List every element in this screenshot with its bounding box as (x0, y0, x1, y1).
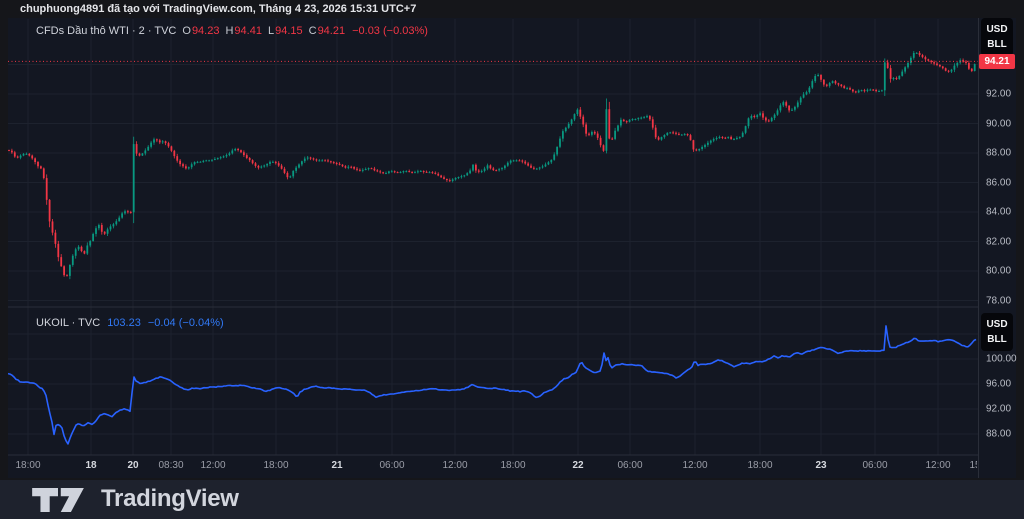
time-tick: 06:00 (617, 460, 643, 471)
time-tick-day: 22 (572, 460, 584, 471)
time-tick: 15:30 (969, 460, 977, 471)
legend-part: CFDs Dầu thô WTI · 2 · TVC (36, 25, 177, 37)
attribution-text: chuphuong4891 đã tạo với TradingView.com… (20, 3, 417, 15)
price-tick-label: 82.00 (986, 236, 1012, 247)
price-tick-label: 90.00 (986, 118, 1012, 129)
legend-part: 94.15 (275, 25, 303, 37)
time-tick-day: 23 (815, 460, 827, 471)
last-price-badge: 94.21 (979, 54, 1015, 69)
time-tick: 12:00 (925, 460, 951, 471)
time-tick-day: 20 (127, 460, 139, 471)
legend-part: C (308, 25, 317, 37)
time-tick: 12:00 (682, 460, 708, 471)
ukoil-legend: UKOIL · TVC 103.23 −0.04 (−0.04%) (36, 317, 224, 329)
legend-part: O (182, 25, 191, 37)
unit-label: BLL (987, 39, 1007, 50)
price-chart-svg[interactable] (8, 18, 978, 478)
time-tick: 18:00 (500, 460, 526, 471)
legend-part: UKOIL · TVC (36, 317, 101, 329)
price-tick-label: 86.00 (986, 177, 1012, 188)
time-tick: 06:00 (379, 460, 405, 471)
price-tick-label: 84.00 (986, 206, 1012, 218)
legend-part: 94.41 (234, 25, 262, 37)
time-tick: 18:00 (747, 460, 773, 471)
legend-part: 94.21 (317, 25, 346, 37)
legend-part: −0.04 (−0.04%) (147, 317, 224, 329)
time-tick: 18:00 (15, 460, 41, 471)
time-tick-day: 21 (331, 460, 343, 471)
legend-part: 94.23 (191, 25, 220, 37)
price-tick-label: 92.00 (986, 403, 1012, 415)
tradingview-logo-icon[interactable] (30, 488, 86, 512)
legend-part: 103.23 (107, 317, 141, 329)
time-tick: 08:30 (158, 460, 184, 471)
chart-area[interactable]: CFDs Dầu thô WTI · 2 · TVC O94.23 H94.41 L9… (8, 18, 1017, 478)
ukoil-unit-badge: USD BLL (981, 313, 1013, 351)
time-tick: 18:00 (263, 460, 289, 471)
time-axis[interactable]: 18:00 18 20 08:30 12:00 18:00 21 06:00 12:00 18:0… (8, 455, 977, 478)
currency-label: USD (986, 319, 1008, 330)
time-tick-day: 18 (85, 460, 97, 471)
legend-part: L (267, 25, 275, 37)
price-tick-label: 78.00 (986, 295, 1012, 306)
price-tick-label: 92.00 (986, 88, 1012, 100)
price-axis[interactable]: USD BLL 94.21 USD BLL 92.00 90.00 88.00 86.… (978, 18, 1017, 478)
time-tick: 12:00 (442, 460, 468, 471)
unit-label: BLL (987, 334, 1007, 345)
price-tick-label: 96.00 (986, 378, 1012, 390)
price-tick-label: 100.00 (986, 353, 1017, 365)
currency-label: USD (986, 24, 1008, 35)
price-tick-label: 80.00 (986, 265, 1012, 277)
footer-bar: TradingView (0, 480, 1024, 519)
wti-legend: CFDs Dầu thô WTI · 2 · TVC O94.23 H94.41 L9… (36, 25, 428, 37)
tradingview-brand[interactable]: TradingView (101, 485, 239, 512)
time-tick: 06:00 (862, 460, 888, 471)
legend-part: −0.03 (−0.03%) (352, 25, 428, 37)
price-tick-label: 88.00 (986, 147, 1012, 159)
time-tick: 12:00 (200, 460, 226, 471)
legend-part: H (225, 25, 234, 37)
wti-unit-badge: USD BLL (981, 18, 1013, 56)
price-tick-label: 88.00 (986, 428, 1012, 440)
